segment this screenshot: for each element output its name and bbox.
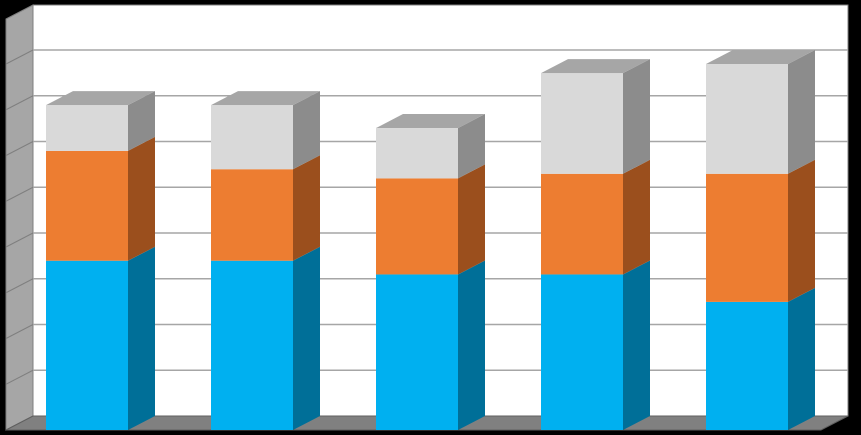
bar-segment-side: [623, 260, 650, 430]
bar-segment-side: [128, 91, 155, 151]
side-gridline: [5, 95, 34, 111]
side-gridline: [5, 232, 34, 248]
bar-segment: [46, 260, 128, 430]
bar-top: [376, 114, 485, 129]
bar-stack: [706, 50, 815, 430]
bar-segment: [46, 105, 128, 151]
side-gridline: [5, 141, 34, 156]
side-gridline: [5, 186, 34, 202]
bar-stack: [376, 114, 485, 430]
bar-top: [706, 50, 815, 64]
bar-segment: [211, 169, 293, 261]
bar-segment-side: [788, 287, 815, 430]
bar-segment-side: [623, 59, 650, 174]
bar-segment-side: [293, 246, 320, 430]
bar-segment-side: [293, 91, 320, 170]
bar-segment: [541, 73, 623, 174]
bar-segment: [376, 178, 458, 275]
bar-segment-side: [788, 159, 815, 302]
bar-segment-side: [458, 114, 485, 179]
bar-top: [211, 91, 320, 106]
bar-segment: [706, 173, 788, 302]
bar-segment-side: [458, 260, 485, 430]
bar-segment-side: [128, 246, 155, 430]
side-wall: [5, 4, 34, 431]
bar-segment: [706, 64, 788, 174]
bar-stack: [46, 91, 155, 430]
bar-segment: [541, 274, 623, 430]
side-gridline: [5, 49, 34, 65]
bar-segment: [376, 128, 458, 179]
bar-segment: [46, 150, 128, 261]
bar-segment: [541, 173, 623, 275]
side-gridline: [5, 324, 34, 339]
bar-segment: [211, 260, 293, 430]
bar-segment-side: [788, 50, 815, 174]
bar-top: [541, 59, 650, 74]
bar-stack: [541, 59, 650, 430]
bar-segment-side: [293, 155, 320, 261]
bar-segment-side: [623, 159, 650, 275]
bar-stack: [211, 91, 320, 430]
side-gridline: [5, 278, 34, 294]
bar-segment: [376, 274, 458, 430]
bar-segment-side: [128, 136, 155, 261]
side-gridline: [5, 369, 34, 385]
bar-segment: [706, 301, 788, 430]
bar-top: [46, 91, 155, 106]
bar-segment: [211, 105, 293, 170]
bar-segment-side: [458, 164, 485, 275]
bars-group: [46, 50, 815, 430]
